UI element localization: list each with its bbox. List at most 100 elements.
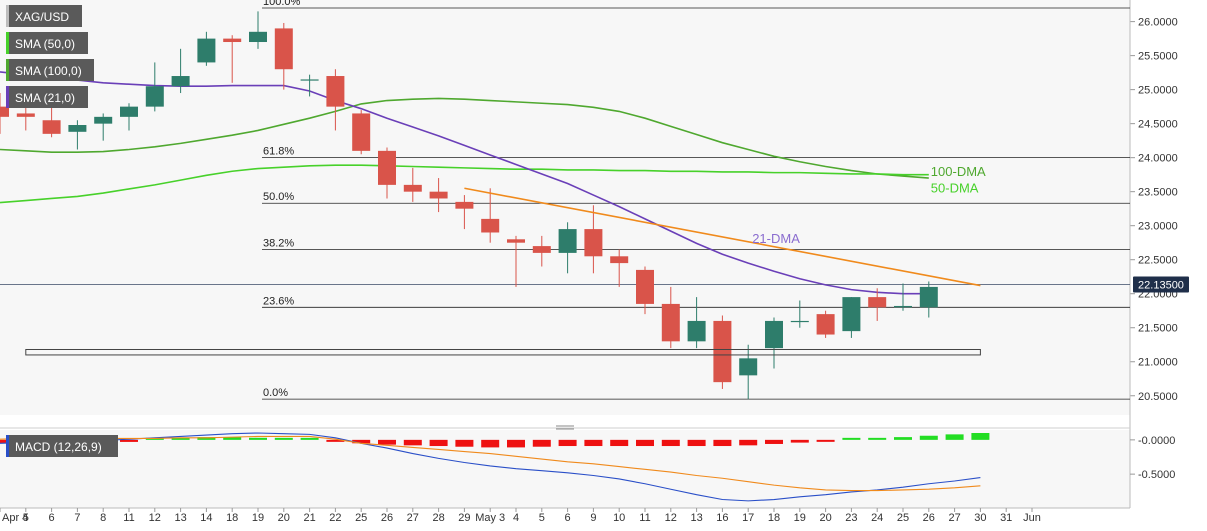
date-tick-label-4: 8 <box>100 512 106 524</box>
macd-tick-label-1: -0.5000 <box>1138 469 1175 481</box>
overlays: 100-DMA 50-DMA 21-DMA <box>25 164 986 356</box>
symbol-label: XAG/USD <box>15 10 69 24</box>
support-zone[interactable] <box>25 348 981 356</box>
date-tick-label-34: 24 <box>871 512 883 524</box>
candle-body-13 <box>326 76 345 107</box>
macd-bar-10 <box>249 437 267 440</box>
candle-5 <box>120 103 138 131</box>
date-tick-label-6: 12 <box>149 512 161 524</box>
candle-17 <box>429 178 448 213</box>
macd-bar-24 <box>610 439 629 447</box>
candle-body-1 <box>16 113 35 117</box>
candle-12 <box>300 74 319 97</box>
macd-bar-16 <box>403 439 422 446</box>
date-tick-label-8: 14 <box>200 512 212 524</box>
date-tick-label-27: 13 <box>690 512 702 524</box>
date-tick-label-7: 13 <box>174 512 186 524</box>
pane-resize-handle[interactable] <box>556 425 574 430</box>
macd-bar-12 <box>300 437 319 440</box>
sma100-line <box>0 97 929 179</box>
macd-bar-21 <box>532 439 551 447</box>
date-tick-label-11: 20 <box>278 512 290 524</box>
symbol-tag[interactable]: XAG/USD <box>6 5 82 27</box>
date-tick-label-25: 11 <box>639 512 650 524</box>
candle-7 <box>171 48 190 94</box>
macd-bar-33 <box>842 437 861 440</box>
candle-20 <box>507 235 525 287</box>
date-tick-label-9: 18 <box>226 512 238 524</box>
price-tick-label-0: 26.0000 <box>1138 17 1178 29</box>
legend-macd[interactable]: MACD (12,26,9) <box>6 435 118 457</box>
candle-4 <box>94 113 113 141</box>
legend-sma21[interactable]: SMA (21,0) <box>6 86 88 108</box>
candle-22 <box>558 222 577 274</box>
candle-11 <box>274 22 293 90</box>
candle-body-22 <box>558 229 577 253</box>
legend-sma50-label: SMA (50,0) <box>15 37 75 51</box>
macd-bar-30 <box>765 439 783 444</box>
legend-sma100-label: SMA (100,0) <box>15 64 82 78</box>
price-tick-label-6: 23.0000 <box>1138 221 1178 233</box>
date-axis: Apr 45 6 7 8 11 12 13 14 18 19 20 21 22 25 26 27 28 29 May… <box>0 507 1130 524</box>
macd-bar-11 <box>274 437 293 440</box>
date-tick-label-40: Jun <box>1023 512 1041 524</box>
candle-body-27 <box>687 320 706 342</box>
candle-15 <box>378 147 396 199</box>
date-tick-label-16: 27 <box>407 512 419 524</box>
resistance-trendline[interactable] <box>464 187 981 287</box>
current-price-value: 22.13500 <box>1138 280 1184 292</box>
candle-body-0 <box>0 106 9 117</box>
candle-body-24 <box>610 256 629 264</box>
annotation-sma100: 100-DMA <box>931 164 986 179</box>
annotation-sma50: 50-DMA <box>931 181 979 196</box>
legend-sma100[interactable]: SMA (100,0) <box>6 59 94 81</box>
candle-body-26 <box>661 303 680 342</box>
macd-bar-23 <box>584 439 603 447</box>
candle-8 <box>197 31 216 66</box>
macd-bar-29 <box>739 439 758 446</box>
candle-3 <box>68 120 87 150</box>
candle-13 <box>326 69 345 131</box>
macd-bar-38 <box>971 433 990 440</box>
price-tick-label-1: 25.5000 <box>1138 51 1178 63</box>
date-tick-label-0: Apr 4 <box>2 512 28 524</box>
candle-body-36 <box>919 286 938 308</box>
candle-body-35 <box>894 305 912 308</box>
legend-macd-label: MACD (12,26,9) <box>15 440 102 454</box>
fib-label-1: 61.8% <box>263 146 294 158</box>
candle-35 <box>894 283 912 311</box>
candle-9 <box>223 35 242 83</box>
candle-body-15 <box>378 150 396 185</box>
date-tick-label-22: 6 <box>565 512 571 524</box>
date-tick-label-21: 5 <box>539 512 545 524</box>
price-tick-label-7: 22.5000 <box>1138 255 1178 267</box>
macd-bar-31 <box>790 439 809 443</box>
date-tick-label-32: 20 <box>819 512 831 524</box>
macd-line <box>0 432 981 502</box>
current-price-badge: 22.13500 <box>1133 276 1189 293</box>
date-tick-label-30: 18 <box>768 512 780 524</box>
macd-bar-28 <box>713 439 732 447</box>
macd-bar-25 <box>636 439 654 447</box>
candle-body-21 <box>532 246 551 253</box>
candles <box>0 11 938 400</box>
legend-sma21-label: SMA (21,0) <box>15 91 75 105</box>
date-tick-label-24: 10 <box>613 512 625 524</box>
candle-34 <box>868 288 887 321</box>
price-tick-label-5: 23.5000 <box>1138 187 1178 199</box>
candle-27 <box>687 297 706 349</box>
candle-body-31 <box>790 320 809 323</box>
candle-body-33 <box>842 297 861 332</box>
macd-bar-7 <box>171 437 190 440</box>
candle-body-8 <box>197 38 216 63</box>
price-tick-label-3: 24.5000 <box>1138 119 1178 131</box>
candle-body-29 <box>739 358 758 376</box>
macd-bar-34 <box>868 437 887 440</box>
candle-body-14 <box>352 113 371 151</box>
legend-sma50[interactable]: SMA (50,0) <box>6 32 88 54</box>
macd-bar-37 <box>945 434 964 440</box>
candle-32 <box>816 310 835 338</box>
candle-36 <box>919 281 938 318</box>
candle-33 <box>842 297 861 338</box>
